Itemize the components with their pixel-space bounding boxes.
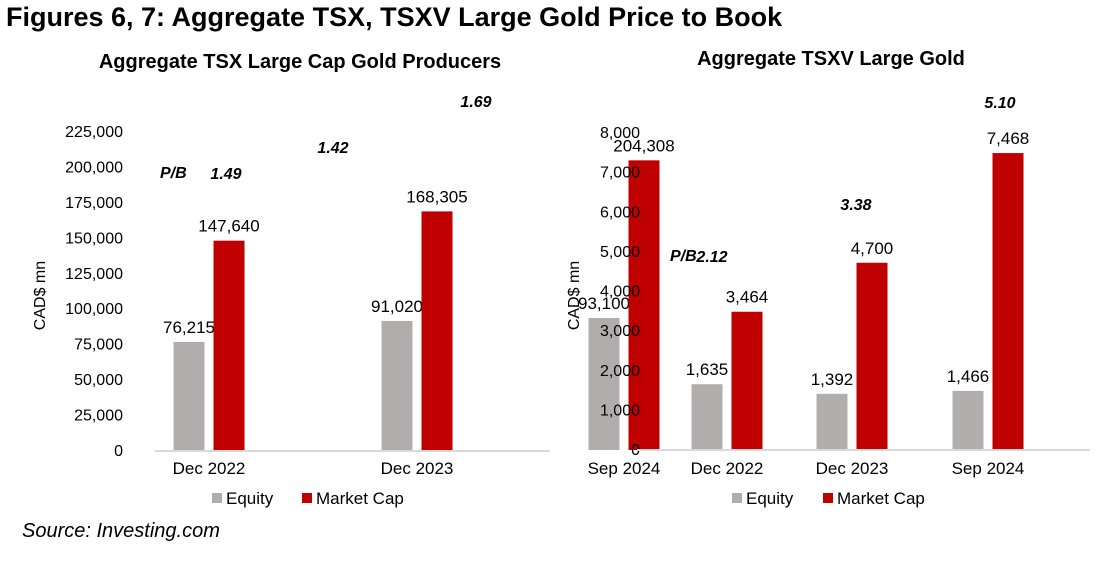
- y-tick-label: 0: [631, 442, 640, 459]
- y-tick-label: 4,000: [600, 284, 640, 301]
- equity-data-label: 93,100: [578, 294, 630, 313]
- y-tick-label: 50,000: [74, 372, 123, 389]
- pb-ratio-label: 1.42: [317, 140, 348, 157]
- figure-title: Figures 6, 7: Aggregate TSX, TSXV Large …: [6, 2, 783, 32]
- y-tick-label: 100,000: [65, 301, 123, 318]
- market-cap-bar: [856, 262, 888, 449]
- chart-title: Aggregate TSXV Large Gold: [697, 48, 965, 70]
- legend-equity-swatch: [732, 493, 742, 503]
- market-cap-data-label: 3,464: [726, 288, 769, 307]
- market-cap-bar: [421, 211, 453, 450]
- y-tick-label: 1,000: [600, 402, 640, 419]
- y-tick-label: 25,000: [74, 408, 123, 425]
- legend-equity-label: Equity: [226, 489, 274, 508]
- y-tick-label: 5,000: [600, 244, 640, 261]
- market-cap-bar: [731, 311, 763, 449]
- chart-title: Aggregate TSX Large Cap Gold Producers: [99, 51, 501, 73]
- y-tick-label: 6,000: [600, 204, 640, 221]
- pb-ratio-label: 5.10: [984, 95, 1015, 112]
- market-cap-bar: [628, 160, 660, 450]
- equity-data-label: 1,466: [947, 367, 990, 386]
- market-cap-data-label: 147,640: [198, 217, 259, 236]
- equity-bar: [381, 320, 413, 450]
- market-cap-data-label: 7,468: [987, 129, 1030, 148]
- y-tick-label: 225,000: [65, 124, 123, 141]
- pb-ratio-label: 2.12: [695, 249, 727, 266]
- legend-equity-swatch: [212, 493, 222, 503]
- legend-market-cap-swatch: [302, 493, 312, 503]
- pb-ratio-label: 1.49: [210, 166, 241, 183]
- legend-market-cap-label: Market Cap: [837, 489, 925, 508]
- y-tick-label: 125,000: [65, 266, 123, 283]
- market-cap-data-label: 4,700: [851, 239, 894, 258]
- x-category-label: Sep 2024: [952, 459, 1025, 478]
- x-category-label: Sep 2024: [588, 459, 661, 478]
- pb-ratio-label: 3.38: [840, 197, 871, 214]
- equity-bar: [588, 318, 620, 450]
- tsx-chart: Aggregate TSX Large Cap Gold Producers CA…: [32, 51, 675, 508]
- source-note: Source: Investing.com: [22, 520, 220, 542]
- equity-bar: [816, 393, 848, 449]
- y-tick-label: 3,000: [600, 323, 640, 340]
- pb-prefix-label: P/B: [670, 248, 697, 265]
- y-tick-label: 7,000: [600, 165, 640, 182]
- pb-ratio-label: 1.69: [460, 94, 491, 111]
- y-axis-label: CAD$ mn: [32, 261, 49, 330]
- y-tick-label: 200,000: [65, 159, 123, 176]
- tsxv-chart: Aggregate TSXV Large Gold CAD$ mn 0 1,000 2,…: [566, 48, 1090, 508]
- x-category-label: Dec 2023: [381, 459, 454, 478]
- equity-data-label: 1,392: [811, 370, 854, 389]
- equity-data-label: 91,020: [371, 297, 423, 316]
- equity-bar: [952, 390, 984, 449]
- market-cap-bar: [992, 153, 1024, 449]
- market-cap-data-label: 168,305: [406, 187, 467, 206]
- equity-bar: [173, 341, 205, 450]
- x-category-label: Dec 2023: [816, 459, 889, 478]
- market-cap-data-label: 204,308: [613, 136, 674, 155]
- equity-data-label: 1,635: [686, 360, 729, 379]
- x-category-label: Dec 2022: [691, 459, 764, 478]
- equity-bar: [691, 384, 723, 449]
- legend-market-cap-label: Market Cap: [316, 489, 404, 508]
- equity-data-label: 76,215: [163, 318, 215, 337]
- y-tick-label: 2,000: [600, 363, 640, 380]
- y-tick-label: 0: [114, 443, 123, 460]
- y-tick-label: 8,000: [600, 125, 640, 142]
- legend-market-cap-swatch: [823, 493, 833, 503]
- y-axis-label: CAD$ mn: [566, 261, 583, 330]
- pb-prefix-label: P/B: [160, 165, 187, 182]
- y-tick-label: 175,000: [65, 195, 123, 212]
- market-cap-bar: [213, 240, 245, 450]
- y-tick-label: 75,000: [74, 337, 123, 354]
- y-tick-label: 150,000: [65, 230, 123, 247]
- x-category-label: Dec 2022: [173, 459, 246, 478]
- legend-equity-label: Equity: [746, 489, 794, 508]
